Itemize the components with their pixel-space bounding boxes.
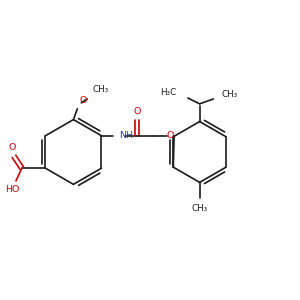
Text: CH₃: CH₃ [191,204,208,213]
Text: O: O [133,107,140,116]
Text: CH₃: CH₃ [221,90,238,99]
Text: O: O [167,131,174,140]
Text: O: O [8,143,16,152]
Text: H₃C: H₃C [160,88,176,97]
Text: HO: HO [5,185,19,194]
Text: O: O [79,96,87,105]
Text: CH₃: CH₃ [92,85,108,94]
Text: NH: NH [119,131,133,140]
